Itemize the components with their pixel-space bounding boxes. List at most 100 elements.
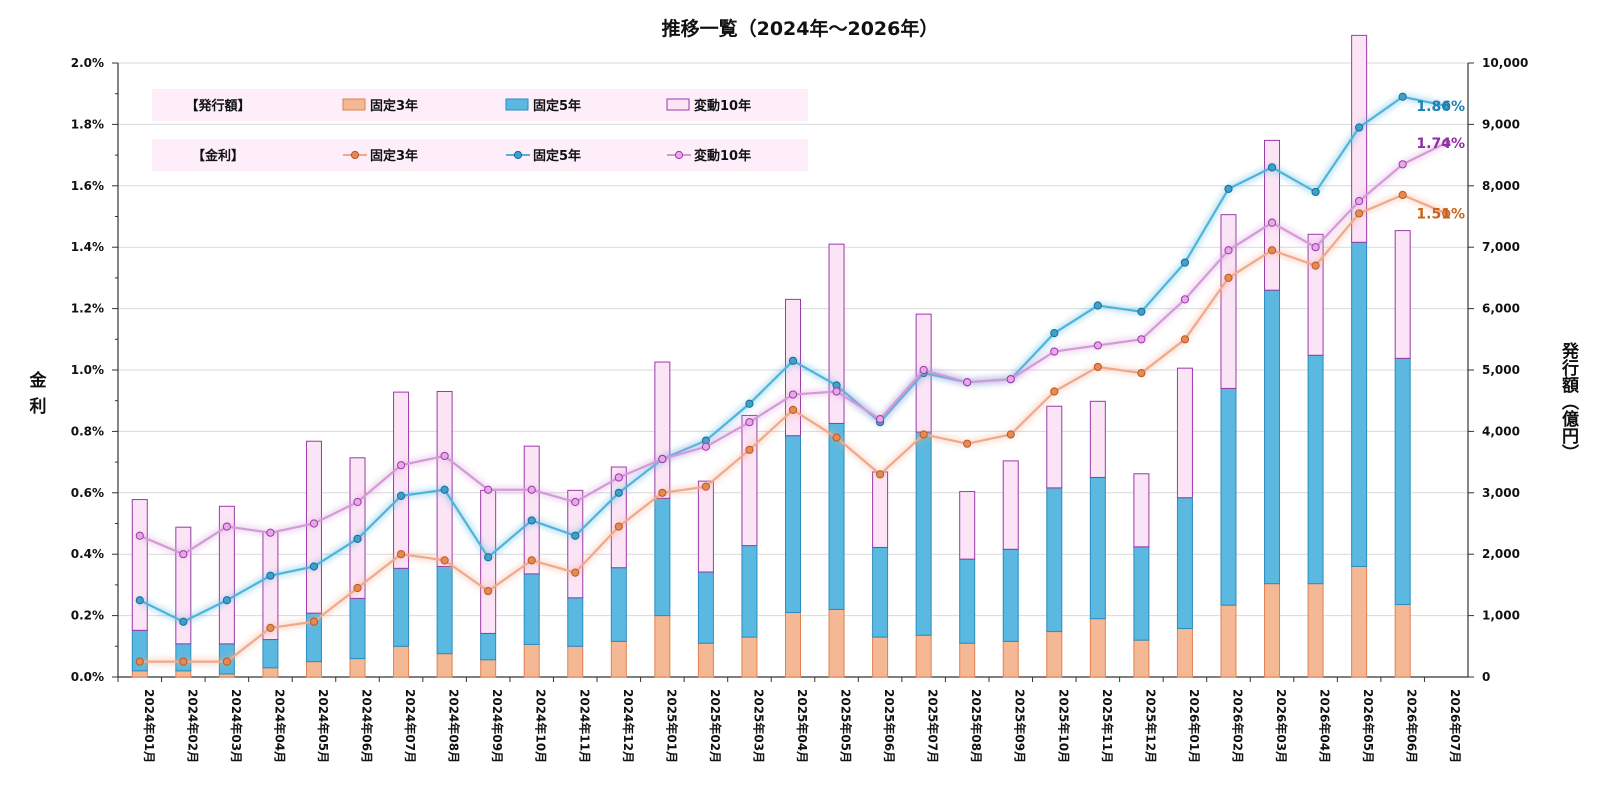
marker-fixed3 bbox=[179, 657, 188, 666]
marker-fixed5 bbox=[745, 399, 754, 408]
bar-fixed3 bbox=[262, 667, 279, 678]
bar-fixed3 bbox=[393, 645, 410, 678]
bar-fixed5 bbox=[1133, 546, 1150, 641]
y-right-tick-label: 10,000 bbox=[1482, 56, 1528, 70]
marker-fixed3 bbox=[1137, 368, 1146, 378]
marker-fixed5 bbox=[1224, 184, 1233, 193]
marker-float10 bbox=[1311, 243, 1320, 252]
bar-fixed5 bbox=[1307, 354, 1324, 585]
y-right-tick-label: 0 bbox=[1482, 670, 1490, 684]
y-left-tick-label: 0.0% bbox=[71, 670, 104, 684]
bar-fixed5 bbox=[741, 545, 758, 638]
legend-rate-group-label: 【金利】 bbox=[192, 148, 244, 164]
bar-float10 bbox=[523, 445, 540, 575]
bar-fixed3 bbox=[1002, 640, 1019, 678]
legend-issue-group-label: 【発行額】 bbox=[185, 98, 250, 114]
bar-fixed5 bbox=[610, 567, 627, 642]
y-axis-left-label: 金利 bbox=[29, 371, 47, 417]
marker-fixed5 bbox=[266, 571, 275, 580]
legend-bar-swatch bbox=[666, 98, 690, 111]
marker-float10 bbox=[353, 497, 362, 507]
y-right-tick-label: 4,000 bbox=[1482, 424, 1520, 438]
y-left-tick-label: 1.2% bbox=[71, 302, 104, 316]
bar-fixed3 bbox=[697, 642, 714, 678]
marker-fixed3 bbox=[571, 568, 580, 577]
y-axis-right-label: 発行額（億円） bbox=[1558, 342, 1578, 461]
marker-fixed3 bbox=[1006, 430, 1015, 439]
bar-fixed5 bbox=[436, 565, 453, 655]
marker-fixed3 bbox=[875, 470, 885, 479]
marker-fixed5 bbox=[614, 488, 623, 497]
x-tick-label: 2024年09月 bbox=[490, 689, 505, 763]
x-tick-label: 2025年03月 bbox=[751, 689, 766, 763]
marker-fixed5 bbox=[1050, 329, 1059, 338]
bar-fixed5 bbox=[1046, 487, 1063, 633]
bar-fixed3 bbox=[785, 612, 801, 678]
x-tick-label: 2024年10月 bbox=[534, 689, 549, 763]
x-tick-label: 2024年08月 bbox=[447, 689, 462, 763]
bar-fixed5 bbox=[828, 422, 845, 610]
y-right-tick-label: 9,000 bbox=[1482, 117, 1520, 131]
bar-float10 bbox=[1046, 405, 1063, 489]
bar-float10 bbox=[654, 361, 671, 499]
bar-float10 bbox=[1133, 473, 1150, 548]
marker-fixed3 bbox=[440, 556, 449, 565]
x-tick-label: 2026年03月 bbox=[1274, 689, 1289, 763]
marker-fixed3 bbox=[396, 550, 406, 559]
bar-fixed3 bbox=[480, 659, 497, 678]
legend-rate-box bbox=[152, 139, 808, 171]
x-tick-label: 2025年08月 bbox=[969, 689, 984, 763]
marker-float10 bbox=[788, 390, 798, 399]
y-right-tick-label: 8,000 bbox=[1482, 179, 1520, 193]
bar-float10 bbox=[1264, 139, 1281, 291]
x-tick-label: 2026年05月 bbox=[1361, 689, 1376, 763]
marker-fixed5 bbox=[1180, 258, 1190, 267]
marker-float10 bbox=[135, 531, 144, 540]
x-tick-label: 2024年12月 bbox=[621, 689, 636, 763]
bar-float10 bbox=[959, 491, 976, 560]
marker-fixed3 bbox=[1398, 190, 1407, 200]
bar-fixed3 bbox=[305, 661, 322, 678]
marker-fixed5 bbox=[1398, 92, 1407, 101]
marker-fixed3 bbox=[353, 583, 362, 593]
x-tick-label: 2025年12月 bbox=[1143, 689, 1158, 763]
bar-fixed5 bbox=[1394, 357, 1411, 606]
bar-fixed3 bbox=[1264, 583, 1281, 678]
bar-fixed3 bbox=[1089, 618, 1106, 678]
bar-fixed3 bbox=[349, 658, 366, 678]
marker-fixed3 bbox=[222, 657, 231, 666]
marker-float10 bbox=[963, 378, 972, 387]
x-tick-label: 2026年01月 bbox=[1187, 689, 1202, 763]
bar-float10 bbox=[567, 489, 584, 599]
bar-fixed5 bbox=[523, 573, 540, 645]
bar-fixed3 bbox=[654, 615, 671, 678]
y-left-tick-label: 0.8% bbox=[71, 424, 104, 438]
marker-fixed3 bbox=[614, 522, 623, 531]
x-tick-label: 2024年04月 bbox=[272, 689, 287, 763]
marker-float10 bbox=[745, 418, 754, 427]
legend-rate-label: 固定5年 bbox=[533, 148, 581, 164]
bar-fixed5 bbox=[654, 497, 671, 617]
bar-fixed5 bbox=[872, 546, 889, 638]
marker-fixed5 bbox=[1267, 163, 1277, 172]
x-tick-label: 2024年01月 bbox=[142, 689, 157, 763]
marker-float10 bbox=[701, 442, 711, 451]
marker-fixed5 bbox=[396, 491, 406, 500]
marker-float10 bbox=[832, 387, 841, 396]
x-tick-label: 2024年05月 bbox=[316, 689, 331, 763]
bar-fixed3 bbox=[959, 642, 976, 678]
x-tick-label: 2024年03月 bbox=[229, 689, 244, 763]
marker-fixed5 bbox=[1137, 307, 1146, 316]
y-left-tick-label: 0.6% bbox=[71, 486, 104, 500]
marker-float10 bbox=[309, 519, 319, 528]
bar-fixed3 bbox=[567, 645, 584, 678]
y-left-tick-label: 1.0% bbox=[71, 363, 104, 377]
marker-fixed3 bbox=[1050, 387, 1059, 396]
x-tick-label: 2025年07月 bbox=[926, 689, 941, 763]
legend-rate-label: 変動10年 bbox=[694, 148, 751, 164]
bar-fixed3 bbox=[1307, 583, 1324, 678]
bar-fixed5 bbox=[349, 597, 366, 660]
marker-float10 bbox=[440, 451, 449, 461]
marker-fixed3 bbox=[1311, 261, 1320, 270]
bar-fixed3 bbox=[131, 670, 148, 678]
